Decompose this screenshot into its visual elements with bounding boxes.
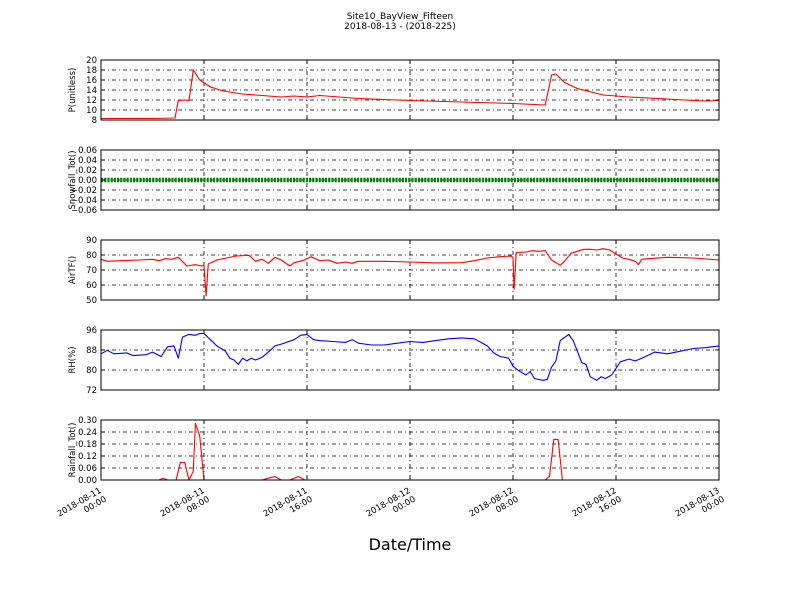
y-tick-label: 96 [86,326,97,336]
y-tick-label: 18 [86,66,97,76]
y-tick-label: 10 [86,106,97,116]
y-tick-label: 12 [86,96,97,106]
y-tick-label: 14 [86,86,97,96]
y-tick-label: 60 [86,281,97,291]
y-tick-label: 50 [86,296,97,306]
y-tick-label: 80 [86,366,97,376]
y-tick-label: 20 [86,56,97,66]
y-axis-label: P(unitless) [68,68,78,113]
y-tick-label: 8 [92,116,97,126]
y-tick-label: 0.04 [78,156,97,166]
y-tick-label: 0.02 [78,166,97,176]
series-line [101,422,719,481]
y-tick-label: −0.02 [71,186,97,196]
y-tick-label: 0.06 [78,146,97,156]
y-axis-label: Snowfall_Tot() [68,150,78,209]
series-line [100,248,720,297]
y-axis-label: Rainfall_Tot() [68,423,78,478]
y-tick-label: 16 [86,76,97,86]
chart-title-line1: Site10_BayView_Fifteen [347,12,453,22]
chart-title-line2: 2018-08-13 - (2018-225) [344,22,456,32]
x-tick-label: 2018-08-1100:00 [56,486,109,528]
y-tick-label: 0.30 [78,416,97,426]
y-tick-label: 72 [86,386,97,396]
y-tick-label: 0.00 [78,476,97,486]
x-tick-labels: 2018-08-1100:00 2018-08-1108:00 2018-08-11… [56,486,727,528]
x-tick-label: 2018-08-1300:00 [674,486,727,528]
x-axis-label: Date/Time [369,535,452,554]
y-tick-label: 0.06 [78,464,97,474]
x-tick-label: 2018-08-1208:00 [468,486,521,528]
y-tick-label: 0.12 [78,452,97,462]
y-tick-label: 70 [86,266,97,276]
y-tick-label: −0.06 [71,206,97,216]
y-tick-label: 90 [86,236,97,246]
y-tick-label: 88 [86,346,97,356]
y-axis-label: RH(%) [68,346,78,373]
x-tick-label: 2018-08-1116:00 [262,486,315,528]
panels-group: 8101214161820P(unitless)−0.06−0.04−0.020… [68,56,720,486]
y-axis-label: AirTF() [68,256,78,284]
series-line [100,332,720,381]
x-tick-label: 2018-08-1216:00 [571,486,624,528]
y-tick-label: −0.04 [71,196,97,206]
y-tick-label: 80 [86,251,97,261]
y-tick-label: 0.24 [78,428,97,438]
y-tick-label: 0.00 [78,176,97,186]
series-line [101,69,720,120]
y-tick-label: 0.18 [78,440,97,450]
panel-2: 50 60 70 80 90 AirTF() [68,236,720,306]
x-tick-label: 2018-08-1200:00 [365,486,418,528]
panel-1: −0.06−0.04−0.020.000.020.040.06Snowfall_… [68,146,720,216]
x-tick-label: 2018-08-1108:00 [159,486,212,528]
panel-3: 72 80 88 96 RH(%) [68,326,720,396]
